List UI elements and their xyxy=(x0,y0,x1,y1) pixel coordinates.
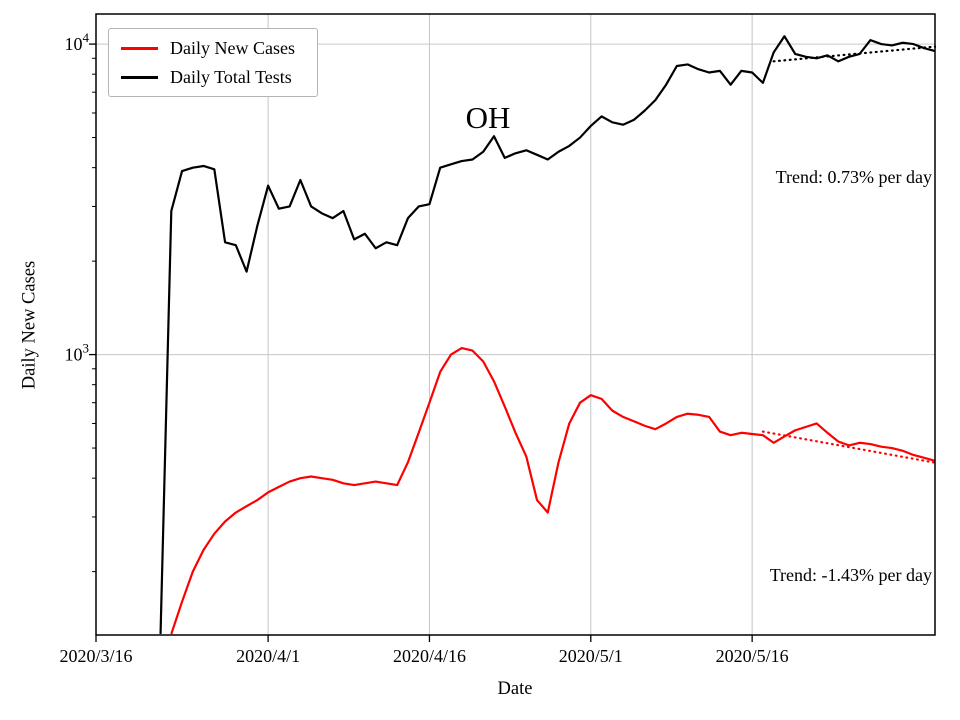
legend-label-cases: Daily New Cases xyxy=(170,38,295,58)
y-tick-label: 104 xyxy=(65,30,90,54)
tick-labels: 2020/3/16 2020/4/1 2020/4/16 2020/5/1 2020/5… xyxy=(59,30,788,666)
legend-line-sample-cases xyxy=(121,46,158,50)
x-tick-label: 2020/4/16 xyxy=(393,646,466,666)
trend-annotation-cases: Trend: -1.43% per day xyxy=(769,565,932,585)
legend-item-daily-new-cases: Daily New Cases xyxy=(121,39,295,57)
series-lines xyxy=(159,35,937,635)
y-tick-label: 103 xyxy=(65,341,90,365)
legend: Daily New Cases Daily Total Tests xyxy=(108,28,318,97)
x-tick-label: 2020/5/1 xyxy=(559,646,623,666)
line-daily-total-tests xyxy=(159,35,936,634)
x-tick-label: 2020/5/16 xyxy=(716,646,789,666)
legend-line-sample-tests xyxy=(121,75,158,79)
plot-border xyxy=(95,13,936,636)
trendline-daily-total-tests xyxy=(772,45,937,63)
x-axis-label: Date xyxy=(497,679,533,699)
x-tick-label: 2020/4/1 xyxy=(236,646,300,666)
line-daily-new-cases xyxy=(170,346,936,635)
trend-annotation-tests: Trend: 0.73% per day xyxy=(775,167,932,187)
trendline-daily-new-cases xyxy=(761,430,937,464)
x-tick-label: 2020/3/16 xyxy=(59,646,132,666)
legend-item-daily-total-tests: Daily Total Tests xyxy=(121,68,295,86)
y-axis-label: Daily New Cases xyxy=(19,260,40,390)
legend-label-tests: Daily Total Tests xyxy=(170,67,292,87)
axis-ticks xyxy=(89,43,753,642)
state-annotation: OH xyxy=(465,100,511,135)
